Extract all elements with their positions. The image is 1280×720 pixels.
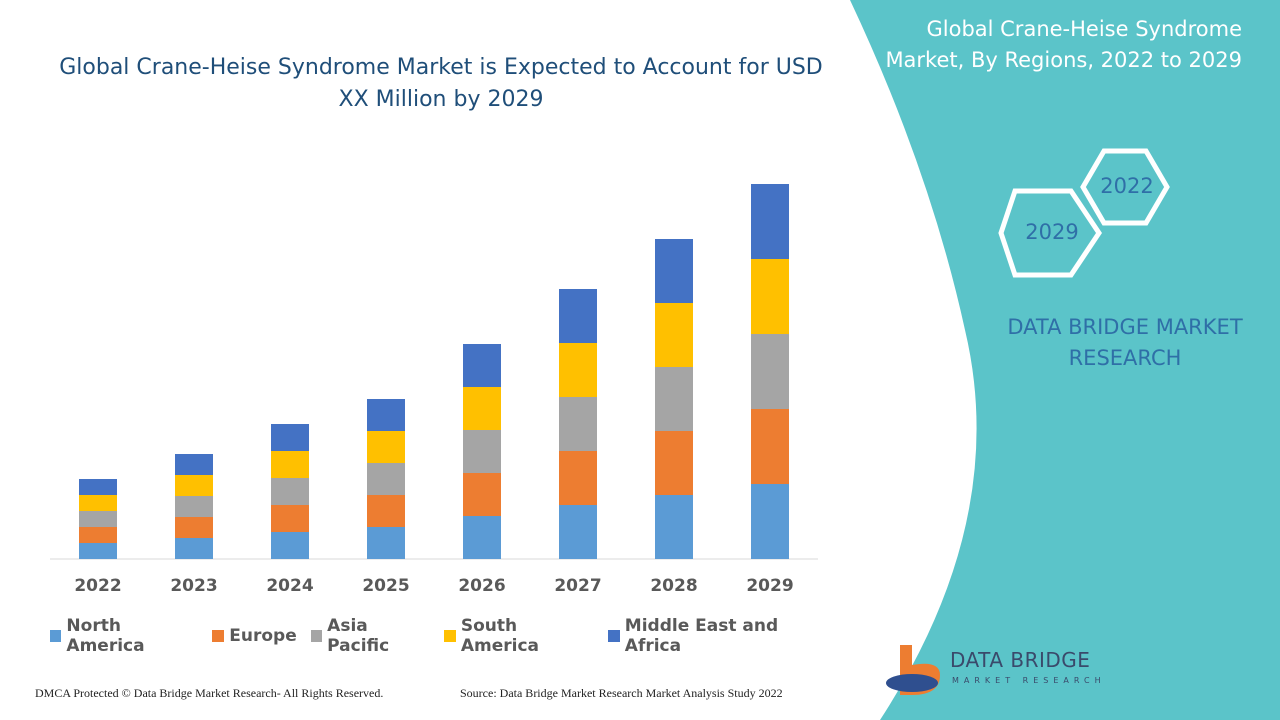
legend-item: Middle East and Africa — [608, 616, 830, 656]
bar-segment — [367, 495, 405, 527]
x-tick-label: 2026 — [458, 576, 505, 596]
legend: North America Europe Asia Pacific South Ame… — [50, 616, 830, 656]
legend-label: South America — [460, 616, 540, 656]
bar-segment — [367, 431, 405, 463]
legend-label: North America — [66, 616, 145, 656]
bar-segment — [271, 532, 309, 559]
side-title: Global Crane-Heise Syndrome Market, By R… — [885, 17, 1242, 72]
bar-segment — [655, 239, 693, 303]
bar-segment — [79, 511, 117, 527]
x-tick-label: 2023 — [170, 576, 217, 596]
logo-tagline: MARKET RESEARCH — [952, 676, 1106, 685]
x-tick-label: 2025 — [362, 576, 409, 596]
bar-segment — [559, 343, 597, 397]
bar-segment — [79, 543, 117, 559]
logo-name: DATA BRIDGE — [950, 648, 1091, 672]
x-tick-label: 2027 — [554, 576, 601, 596]
x-tick-label: 2024 — [266, 576, 313, 596]
legend-item: Asia Pacific — [310, 616, 431, 656]
legend-swatch — [608, 630, 620, 642]
bar-segment — [655, 495, 693, 559]
legend-item: South America — [444, 616, 594, 656]
bar-segment — [751, 334, 789, 409]
bar-segment — [751, 484, 789, 559]
bar-segment — [79, 495, 117, 511]
bar-segment — [367, 463, 405, 495]
bar-segment — [463, 344, 501, 387]
source: Source: Data Bridge Market Research Mark… — [460, 686, 783, 700]
x-tick-label: 2028 — [650, 576, 697, 596]
bar-segment — [175, 538, 213, 559]
bar-segment — [271, 478, 309, 505]
bar-segment — [463, 430, 501, 473]
legend-label: Middle East and Africa — [624, 616, 779, 656]
bar-segment — [175, 517, 213, 538]
copyright: DMCA Protected © Data Bridge Market Rese… — [35, 686, 384, 700]
bar-segment — [559, 451, 597, 505]
chart-title: Global Crane-Heise Syndrome Market is Ex… — [59, 55, 823, 112]
bar-segment — [751, 184, 789, 259]
legend-swatch — [212, 630, 225, 642]
bar-segment — [271, 505, 309, 532]
x-tick-label: 2022 — [74, 576, 121, 596]
bar-segment — [79, 527, 117, 543]
bar-segment — [559, 505, 597, 559]
legend-swatch — [50, 630, 62, 642]
legend-label: Asia Pacific — [327, 616, 390, 656]
bar-segment — [367, 399, 405, 431]
bar-segment — [271, 424, 309, 451]
hexagon-label: 2029 — [1025, 220, 1078, 244]
bar-segment — [175, 454, 213, 475]
logo-icon — [886, 674, 938, 692]
bar-segment — [79, 479, 117, 495]
bar-segment — [655, 431, 693, 495]
hexagon-label: 2022 — [1100, 174, 1153, 198]
bar-segment — [655, 367, 693, 431]
hexagon — [998, 188, 1103, 278]
side-panel — [850, 0, 1280, 720]
x-tick-label: 2029 — [746, 576, 793, 596]
hexagon — [1080, 148, 1170, 226]
bar-segment — [175, 475, 213, 496]
bar-segment — [463, 387, 501, 430]
bar-segment — [463, 473, 501, 516]
brand: DATA BRIDGE MARKET RESEARCH — [1007, 315, 1243, 370]
legend-swatch — [444, 630, 456, 642]
bar-segment — [367, 527, 405, 559]
bar-segment — [751, 259, 789, 334]
bar-segment — [559, 289, 597, 343]
bar-segment — [751, 409, 789, 484]
legend-swatch — [310, 630, 323, 642]
bar-segment — [175, 496, 213, 517]
legend-item: North America — [50, 616, 198, 656]
bar-segment — [463, 516, 501, 559]
bar-segment — [559, 397, 597, 451]
bar-segment — [655, 303, 693, 367]
legend-item: Europe — [212, 616, 297, 656]
bar-segment — [271, 451, 309, 478]
legend-label: Europe — [229, 626, 297, 646]
